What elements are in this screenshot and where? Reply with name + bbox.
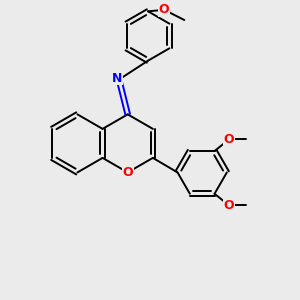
Text: N: N xyxy=(112,72,123,85)
Text: O: O xyxy=(224,199,234,212)
Text: O: O xyxy=(159,3,169,16)
Text: O: O xyxy=(122,166,133,179)
Text: O: O xyxy=(224,133,234,146)
